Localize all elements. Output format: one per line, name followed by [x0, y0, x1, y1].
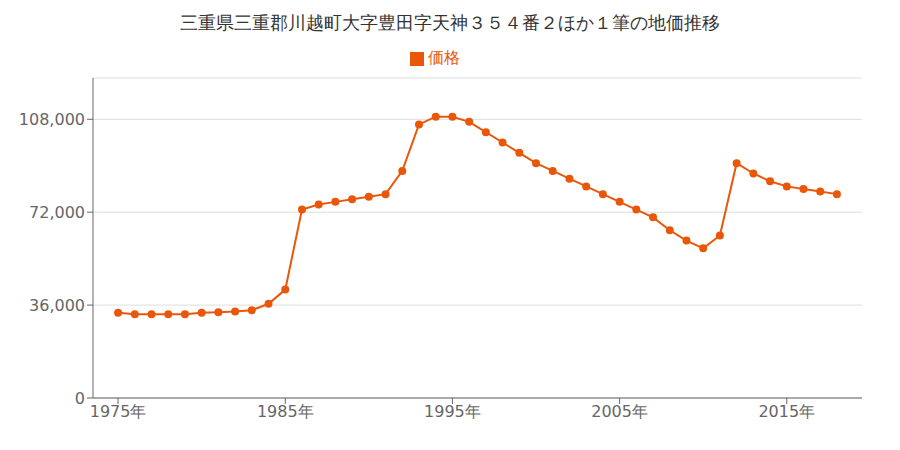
svg-text:1995年: 1995年 — [424, 402, 481, 421]
svg-text:72,000: 72,000 — [29, 203, 85, 222]
svg-text:1985年: 1985年 — [257, 402, 314, 421]
svg-text:2005年: 2005年 — [591, 402, 648, 421]
svg-text:1975年: 1975年 — [90, 402, 147, 421]
svg-text:108,000: 108,000 — [19, 110, 85, 129]
svg-text:0: 0 — [75, 389, 85, 408]
html-text:価格: 価格 — [428, 48, 460, 67]
svg-text:2015年: 2015年 — [758, 402, 815, 421]
html-text:三重県三重郡川越町大字豊田字天神３５４番２ほか１筆の地価推移: 三重県三重郡川越町大字豊田字天神３５４番２ほか１筆の地価推移 — [180, 12, 720, 33]
svg-text:36,000: 36,000 — [29, 296, 85, 315]
